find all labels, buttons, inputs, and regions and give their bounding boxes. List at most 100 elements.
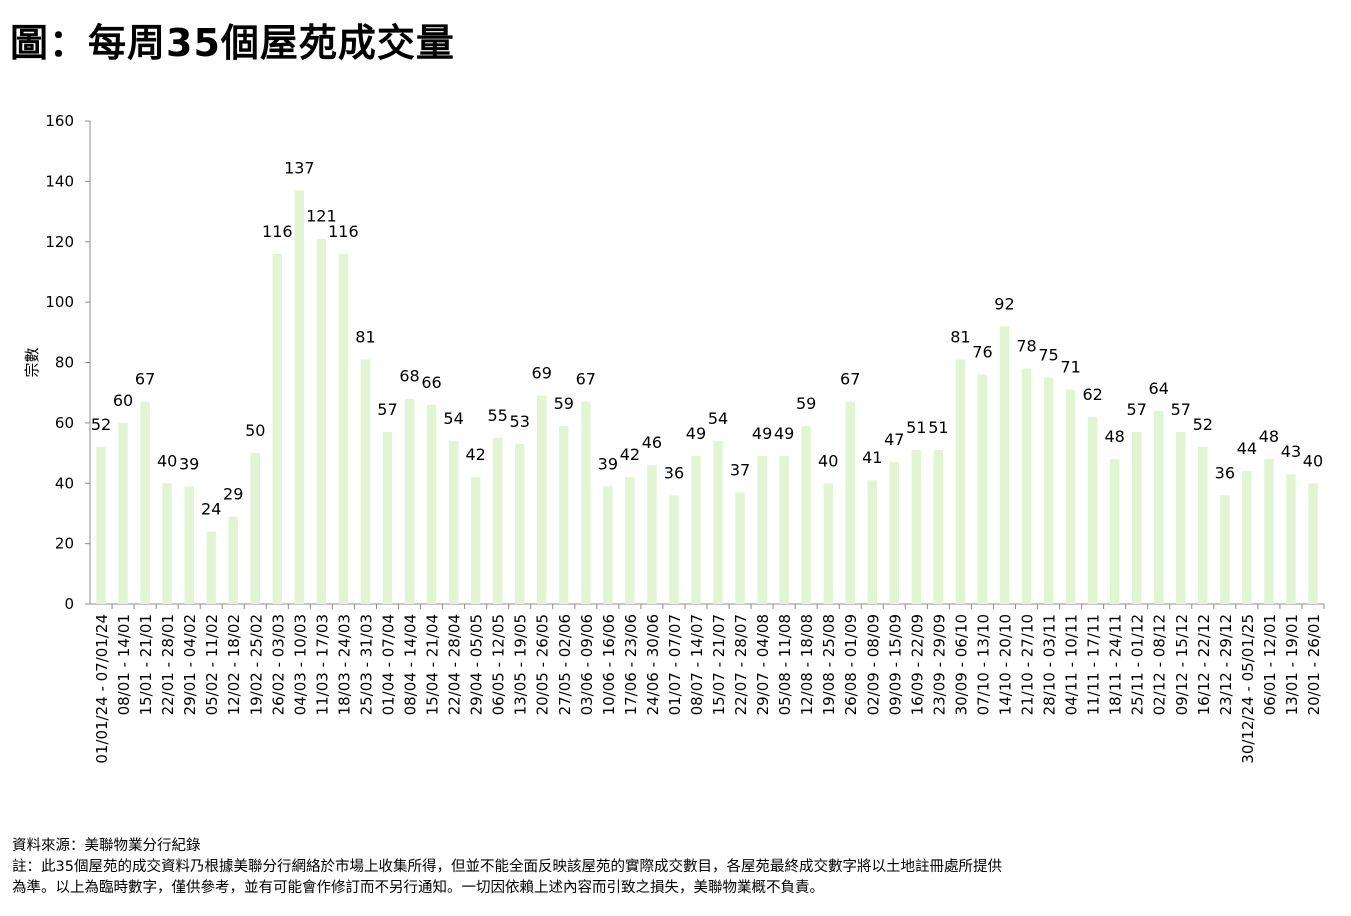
bar: [625, 477, 635, 604]
bar: [426, 404, 437, 604]
data-label: 51: [928, 418, 948, 437]
x-tick-label: 20/01 - 26/01: [1305, 614, 1323, 715]
data-label: 37: [730, 460, 750, 479]
source-note: 資料來源：美聯物業分行紀錄: [12, 838, 201, 854]
x-tick-label: 15/07 - 21/07: [710, 614, 728, 715]
data-label: 49: [774, 424, 794, 443]
bar: [669, 495, 679, 604]
bar: [360, 359, 371, 604]
bar: [735, 492, 745, 604]
x-tick-label: 20/05 - 26/05: [534, 614, 552, 715]
x-tick-label: 15/04 - 21/04: [424, 614, 442, 715]
bar: [118, 422, 128, 604]
bar: [228, 516, 238, 604]
x-tick-label: 30/09 - 06/10: [952, 614, 970, 715]
data-label: 43: [1281, 442, 1301, 461]
data-label: 52: [91, 415, 111, 434]
bar: [559, 425, 569, 604]
data-label: 41: [862, 448, 882, 467]
disclaimer-line-2: 為準。以上為臨時數字，僅供參考，並有可能會作修訂而不另行通知。一切因依賴上述內容…: [12, 880, 824, 896]
x-tick-label: 24/06 - 30/06: [644, 614, 662, 715]
bar: [514, 444, 525, 604]
bar: [823, 483, 833, 604]
x-tick-label: 09/12 - 15/12: [1173, 614, 1191, 715]
data-label: 49: [686, 424, 706, 443]
data-label: 59: [796, 394, 816, 413]
x-tick-label: 04/11 - 10/11: [1063, 614, 1081, 715]
data-label: 116: [328, 222, 359, 241]
data-label: 69: [532, 364, 552, 383]
data-label: 29: [223, 484, 243, 503]
bar: [338, 253, 349, 604]
x-tick-label: 11/03 - 17/03: [313, 614, 331, 715]
x-tick-label: 29/04 - 05/05: [468, 614, 486, 715]
data-label: 121: [306, 207, 337, 226]
x-tick-label: 08/04 - 14/04: [402, 614, 420, 715]
x-tick-label: 14/10 - 20/10: [996, 614, 1014, 715]
data-label: 60: [113, 391, 133, 410]
data-label: 42: [620, 445, 640, 464]
bar: [206, 531, 216, 604]
data-label: 40: [1303, 451, 1323, 470]
x-tick-label: 06/05 - 12/05: [490, 614, 508, 715]
chart-title: 圖：每周35個屋苑成交量: [10, 21, 455, 65]
x-tick-label: 04/03 - 10/03: [291, 614, 309, 715]
data-label: 39: [179, 454, 199, 473]
x-tick-label: 02/12 - 08/12: [1151, 614, 1169, 715]
x-tick-label: 12/08 - 18/08: [798, 614, 816, 715]
x-tick-label: 06/01 - 12/01: [1261, 614, 1279, 715]
x-tick-label: 22/04 - 28/04: [446, 614, 464, 715]
y-tick-label: 160: [45, 112, 74, 130]
data-label: 59: [554, 394, 574, 413]
x-tick-label: 27/05 - 02/06: [556, 614, 574, 715]
x-tick-label: 05/08 - 11/08: [776, 614, 794, 715]
bar: [955, 359, 966, 604]
x-tick-label: 18/03 - 24/03: [335, 614, 353, 715]
x-tick-label: 25/11 - 01/12: [1129, 614, 1147, 715]
x-tick-label: 28/10 - 03/11: [1041, 614, 1059, 715]
bar: [691, 456, 701, 604]
data-label: 64: [1149, 379, 1169, 398]
data-label: 54: [443, 409, 463, 428]
bar: [1220, 495, 1230, 604]
data-label: 42: [465, 445, 485, 464]
bar: [647, 465, 657, 604]
x-tick-label: 09/09 - 15/09: [886, 614, 904, 715]
data-label: 92: [994, 294, 1014, 313]
y-axis-title: 宗數: [23, 347, 41, 377]
data-label: 71: [1060, 358, 1080, 377]
data-label: 48: [1259, 427, 1279, 446]
data-label: 54: [708, 409, 728, 428]
x-tick-label: 13/01 - 19/01: [1283, 614, 1301, 715]
bar: [779, 456, 789, 604]
x-tick-label: 01/01/24 - 07/01/24: [93, 614, 111, 764]
y-tick-label: 100: [45, 293, 74, 311]
bar: [162, 483, 172, 604]
disclaimer-line-1: 註：此35個屋苑的成交資料乃根據美聯分行網絡於市場上收集所得，但並不能全面反映該…: [12, 859, 1002, 875]
x-tick-label: 03/06 - 09/06: [578, 614, 596, 715]
bar: [1242, 471, 1252, 604]
bar: [845, 401, 855, 604]
data-label: 57: [1171, 400, 1191, 419]
data-label: 53: [510, 412, 530, 431]
data-label: 67: [135, 370, 155, 389]
x-tick-label: 11/11 - 17/11: [1085, 614, 1103, 715]
data-label: 44: [1237, 439, 1257, 458]
x-tick-label: 16/09 - 22/09: [908, 614, 926, 715]
data-label: 39: [598, 454, 618, 473]
data-label: 66: [421, 373, 441, 392]
bar: [1131, 431, 1142, 604]
bar: [757, 456, 767, 604]
x-tick-label: 12/02 - 18/02: [225, 614, 243, 715]
bar: [1087, 416, 1098, 604]
x-tick-label: 30/12/24 - 05/01/25: [1239, 614, 1257, 764]
y-tick-label: 120: [45, 233, 74, 251]
data-label: 49: [752, 424, 772, 443]
bar-chart: 0 20 40 60 80 100 120 140 160 宗數 52 01/01/24 - 07/0…: [23, 112, 1325, 764]
y-tick-label: 20: [55, 535, 74, 553]
x-tick-label: 22/01 - 28/01: [159, 614, 177, 715]
footnotes: 資料來源：美聯物業分行紀錄 註：此35個屋苑的成交資料乃根據美聯分行網絡於市場上…: [12, 836, 1332, 899]
x-tick-label: 10/06 - 16/06: [600, 614, 618, 715]
data-label: 62: [1082, 385, 1102, 404]
bar: [184, 486, 194, 604]
